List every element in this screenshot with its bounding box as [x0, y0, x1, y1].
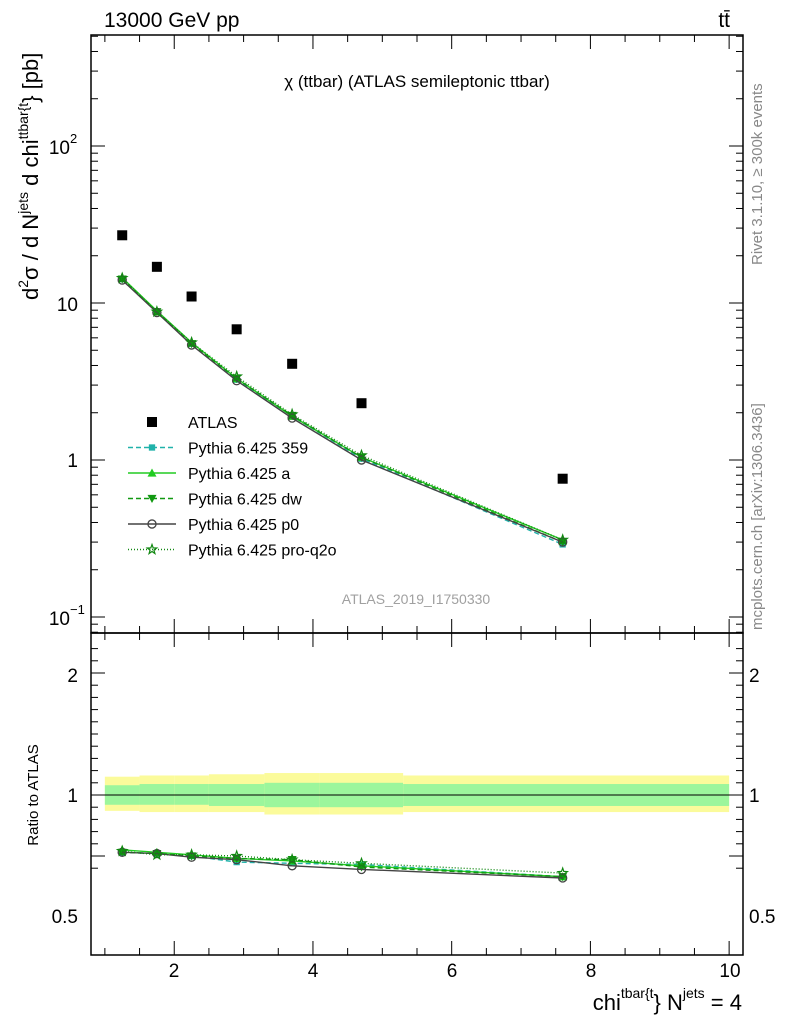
point-atlas [117, 230, 128, 241]
ratio-point-pythia-6-425-pro-q2o [150, 848, 164, 861]
main-ticks [91, 35, 743, 633]
ratio-point-pythia-6-425-pro-q2o [355, 856, 368, 869]
ratio-series [115, 844, 570, 883]
ratio-band-inner [174, 784, 209, 805]
point-pythia-6-425-pro-q2o [355, 448, 368, 461]
point-pythia-6-425-pro-q2o [230, 369, 244, 383]
ratio-line-pythia-6-425-p0 [122, 851, 563, 879]
point-pythia-6-425-p0 [287, 413, 297, 423]
svg-text:2: 2 [70, 131, 77, 146]
ratio-series-clipped [115, 844, 570, 883]
legend-marker-pythia-6-425-dw [147, 494, 157, 503]
ratio-bands [104, 773, 730, 815]
legend-marker-pythia-6-425-359 [148, 444, 156, 451]
main-ytick-label-100: 10 2 [49, 131, 77, 159]
legend-label-atlas: ATLAS [188, 415, 238, 432]
ratio-ytick-label-left-1: 1 [67, 786, 78, 807]
legend-label-pythia-6-425-359: Pythia 6.425 359 [188, 441, 308, 458]
point-pythia-6-425-p0 [117, 275, 127, 285]
ratio-panel: Ratio to ATLAS 2 1 0.5 2 1 0.5 2 4 6 8 1… [25, 632, 775, 1015]
ratio-ylabel: Ratio to ATLAS [25, 744, 42, 845]
main-series [115, 230, 570, 548]
ratio-ytick-label-right-1: 1 [749, 786, 760, 807]
ratio-point-pythia-6-425-pro-q2o [556, 866, 570, 879]
point-pythia-6-425-pro-q2o [150, 305, 164, 318]
legend-marker-atlas [147, 417, 157, 427]
ratio-point-pythia-6-425-p0 [117, 847, 127, 858]
point-pythia-6-425-p0 [356, 455, 367, 465]
ratio-point-pythia-6-425-pro-q2o [230, 849, 244, 862]
x-axis-label: chitbar{t} Njets = 4 [593, 985, 742, 1015]
svg-text:10: 10 [49, 138, 70, 159]
ratio-point-pythia-6-425-pro-q2o [185, 848, 198, 861]
ratio-point-pythia-6-425-p0 [186, 852, 197, 862]
ratio-ytick-label-right-2: 2 [749, 666, 760, 687]
ratio-xtick-label-2: 2 [169, 961, 180, 982]
ratio-point-pythia-6-425-pro-q2o [285, 852, 299, 866]
legend-marker-pythia-6-425-p0 [147, 519, 157, 529]
point-pythia-6-425-pro-q2o [285, 407, 299, 420]
point-atlas [287, 358, 298, 369]
ratio-point-pythia-6-425-pro-q2o [115, 844, 129, 857]
ratio-xtick-label-10: 10 [719, 961, 740, 982]
legend-label-pythia-6-425-a: Pythia 6.425 a [188, 466, 290, 483]
legend-marker-pythia-6-425-a [147, 468, 157, 477]
rivet-label: Rivet 3.1.10, ≥ 300k events [749, 83, 766, 265]
point-atlas [356, 398, 367, 409]
main-panel: χ (ttbar) (ATLAS semileptonic ttbar) ATL… [15, 34, 744, 634]
point-pythia-6-425-pro-q2o [185, 335, 198, 348]
header-right: tt̄ [718, 9, 730, 32]
legend: ATLAS Pythia 6.425 359 Pythia 6.425 a Pythi… [128, 415, 337, 560]
ratio-ticks [91, 633, 743, 955]
svg-text:10: 10 [49, 609, 70, 630]
point-pythia-6-425-pro-q2o [556, 533, 570, 546]
ratio-point-pythia-6-425-p0 [557, 873, 568, 883]
main-ytick-label-10: 10 [57, 295, 78, 316]
header-left: 13000 GeV pp [104, 9, 239, 32]
series-line-pythia-6-425-pro-q2o [121, 277, 563, 541]
point-atlas [186, 291, 197, 302]
ratio-ytick-label-left-2: 2 [67, 666, 78, 687]
point-pythia-6-425-p0 [557, 537, 568, 547]
ratio-xtick-label-6: 6 [447, 961, 458, 982]
point-atlas [231, 324, 242, 335]
point-atlas [151, 261, 162, 272]
main-title: χ (ttbar) (ATLAS semileptonic ttbar) [284, 72, 550, 91]
legend-label-pythia-6-425-pro-q2o: Pythia 6.425 pro-q2o [188, 543, 337, 560]
ratio-line-pythia-6-425-pro-q2o [122, 850, 563, 874]
ratio-ytick-label-right-0.5: 0.5 [749, 907, 775, 928]
legend-label-pythia-6-425-p0: Pythia 6.425 p0 [188, 517, 299, 534]
ratio-band-inner [139, 784, 175, 805]
svg-text:−1: −1 [70, 602, 85, 617]
legend-marker-pythia-6-425-pro-q2o [145, 542, 159, 555]
point-atlas [557, 473, 568, 484]
watermark: ATLAS_2019_I1750330 [342, 591, 491, 607]
main-ylabel: d2σ / d Njets d chittbar{t} [pb] [15, 53, 43, 300]
point-pythia-6-425-p0 [231, 375, 242, 386]
ratio-xtick-label-8: 8 [586, 961, 597, 982]
legend-label-pythia-6-425-dw: Pythia 6.425 dw [188, 492, 302, 509]
main-ytick-label-0.1: 10 −1 [49, 602, 85, 630]
mcplots-label: mcplots.cern.ch [arXiv:1306.3436] [749, 403, 766, 630]
ratio-xtick-label-4: 4 [308, 961, 319, 982]
ratio-ytick-label-left-0.5: 0.5 [52, 907, 78, 928]
main-ytick-label-1: 1 [67, 451, 78, 472]
point-pythia-6-425-pro-q2o [115, 271, 129, 284]
